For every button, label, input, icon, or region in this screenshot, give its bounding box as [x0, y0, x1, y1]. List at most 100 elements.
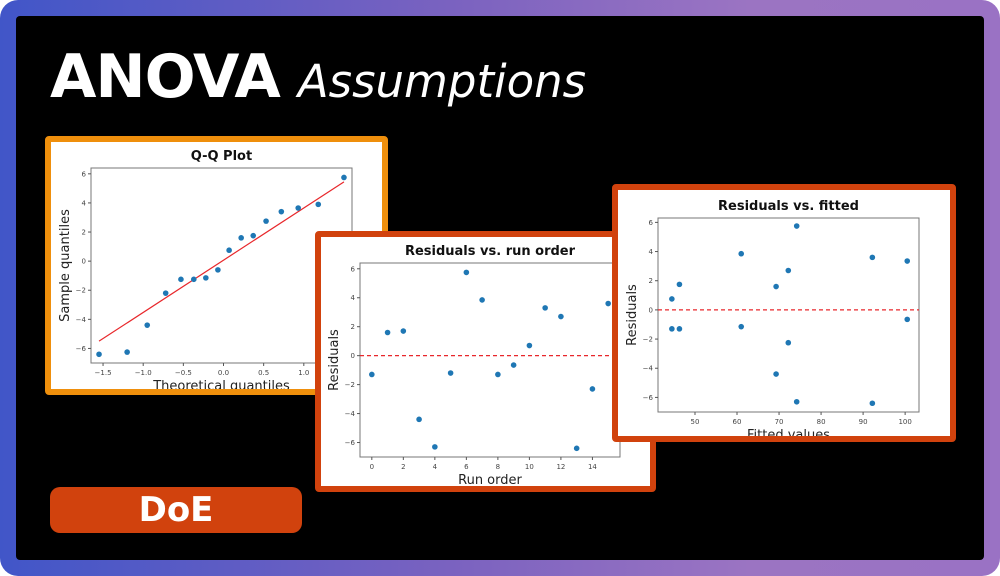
- data-point: [676, 281, 683, 288]
- x-tick-label: 90: [859, 418, 868, 426]
- data-point: [773, 371, 779, 377]
- y-tick-label: −4: [345, 410, 356, 418]
- data-point: [738, 323, 745, 330]
- data-point: [263, 218, 269, 224]
- y-tick-label: −6: [76, 345, 87, 353]
- y-tick-label: 4: [649, 248, 654, 256]
- y-axis-label: Sample quantiles: [58, 209, 73, 322]
- data-point: [278, 208, 285, 215]
- residuals-fitted-panel: Residuals vs. fitted 50 60 70 80 90 100 −6 −4 −2 0…: [612, 184, 956, 442]
- data-point: [203, 275, 209, 281]
- data-point: [250, 232, 257, 239]
- y-tick-label: 0: [82, 258, 86, 266]
- data-point: [773, 283, 779, 290]
- data-point: [869, 400, 876, 407]
- data-point: [738, 250, 745, 257]
- data-point: [904, 258, 911, 264]
- y-tick-label: 2: [649, 277, 653, 285]
- x-tick-label: 10: [525, 463, 534, 471]
- x-tick-label: 100: [898, 418, 911, 426]
- x-tick-label: −1.5: [95, 369, 112, 377]
- data-point: [144, 322, 151, 328]
- x-tick-label: 4: [433, 463, 438, 471]
- data-point: [432, 444, 438, 450]
- y-tick-label: 2: [82, 229, 86, 237]
- doe-badge: DoE: [50, 487, 302, 533]
- data-point: [416, 416, 422, 423]
- x-tick-label: 14: [588, 463, 597, 471]
- data-point: [793, 398, 800, 405]
- x-tick-label: 12: [556, 463, 565, 471]
- data-point: [226, 247, 232, 254]
- data-point: [295, 205, 301, 211]
- data-point: [793, 223, 800, 229]
- data-point: [589, 386, 596, 392]
- y-tick-label: −4: [76, 316, 87, 324]
- x-tick-label: 70: [775, 418, 784, 426]
- data-point: [785, 339, 792, 346]
- title-italic: Assumptions: [297, 55, 587, 108]
- y-tick-label: 6: [82, 170, 87, 178]
- y-tick-label: 0: [351, 352, 355, 360]
- y-tick-label: 0: [649, 306, 653, 314]
- data-point: [669, 296, 675, 302]
- y-axis-label: Residuals: [625, 284, 640, 346]
- x-tick-label: 50: [691, 418, 700, 426]
- x-tick-label: 0: [370, 463, 374, 471]
- y-tick-label: −6: [643, 394, 654, 402]
- residuals-run-order-panel: Residuals vs. run order 0 2 4 6 8 10 12 14 −6 −4 −2…: [315, 231, 656, 492]
- data-point: [400, 328, 407, 334]
- data-point: [558, 313, 564, 320]
- y-tick-label: 4: [351, 294, 356, 302]
- y-tick-label: 2: [351, 323, 355, 331]
- y-tick-label: 6: [649, 219, 654, 227]
- data-point: [605, 300, 611, 307]
- data-point: [785, 267, 792, 274]
- x-tick-label: 0.0: [218, 369, 229, 377]
- y-tick-label: −4: [643, 365, 654, 373]
- page-title: ANOVA Assumptions: [50, 42, 586, 112]
- chart-title: Q-Q Plot: [191, 149, 252, 164]
- chart-title: Residuals vs. fitted: [718, 199, 859, 214]
- x-tick-label: 2: [401, 463, 405, 471]
- y-tick-label: −6: [345, 439, 356, 447]
- plot-area-frame: [657, 217, 920, 413]
- data-point: [341, 174, 347, 181]
- y-tick-label: −2: [643, 336, 653, 344]
- run_order-chart-svg: Residuals vs. run order 0 2 4 6 8 10 12 14 −6 −4 −2…: [327, 244, 621, 486]
- data-point: [315, 201, 322, 208]
- data-point: [479, 297, 485, 303]
- data-point: [463, 269, 470, 276]
- data-point: [447, 370, 454, 376]
- x-tick-label: 8: [496, 463, 500, 471]
- plot-area-frame: [90, 167, 353, 364]
- plot-area-frame: [359, 262, 621, 458]
- data-point: [96, 351, 102, 358]
- data-point: [124, 349, 130, 355]
- data-point: [215, 267, 221, 273]
- x-axis-label: Run order: [458, 473, 522, 486]
- data-point: [369, 371, 375, 378]
- y-axis-label: Residuals: [327, 329, 342, 391]
- x-axis-label: Fitted values: [747, 428, 830, 436]
- y-tick-label: 4: [82, 199, 87, 207]
- chart-title: Residuals vs. run order: [405, 244, 576, 259]
- data-point: [676, 326, 683, 332]
- y-tick-label: 6: [351, 265, 356, 273]
- x-axis-label: Theoretical quantiles: [152, 379, 290, 389]
- data-point: [573, 445, 580, 452]
- x-tick-label: 0.5: [258, 369, 269, 377]
- x-tick-label: −1.0: [135, 369, 152, 377]
- title-bold: ANOVA: [50, 42, 281, 112]
- badge-label: DoE: [138, 490, 214, 530]
- y-tick-label: −2: [76, 287, 86, 295]
- data-point: [526, 342, 533, 349]
- y-tick-label: −2: [345, 381, 355, 389]
- x-tick-label: 60: [733, 418, 742, 426]
- data-point: [904, 316, 911, 323]
- data-point: [510, 362, 517, 368]
- data-point: [162, 290, 169, 296]
- x-tick-label: 6: [464, 463, 469, 471]
- data-point: [669, 326, 675, 332]
- data-point: [238, 235, 244, 241]
